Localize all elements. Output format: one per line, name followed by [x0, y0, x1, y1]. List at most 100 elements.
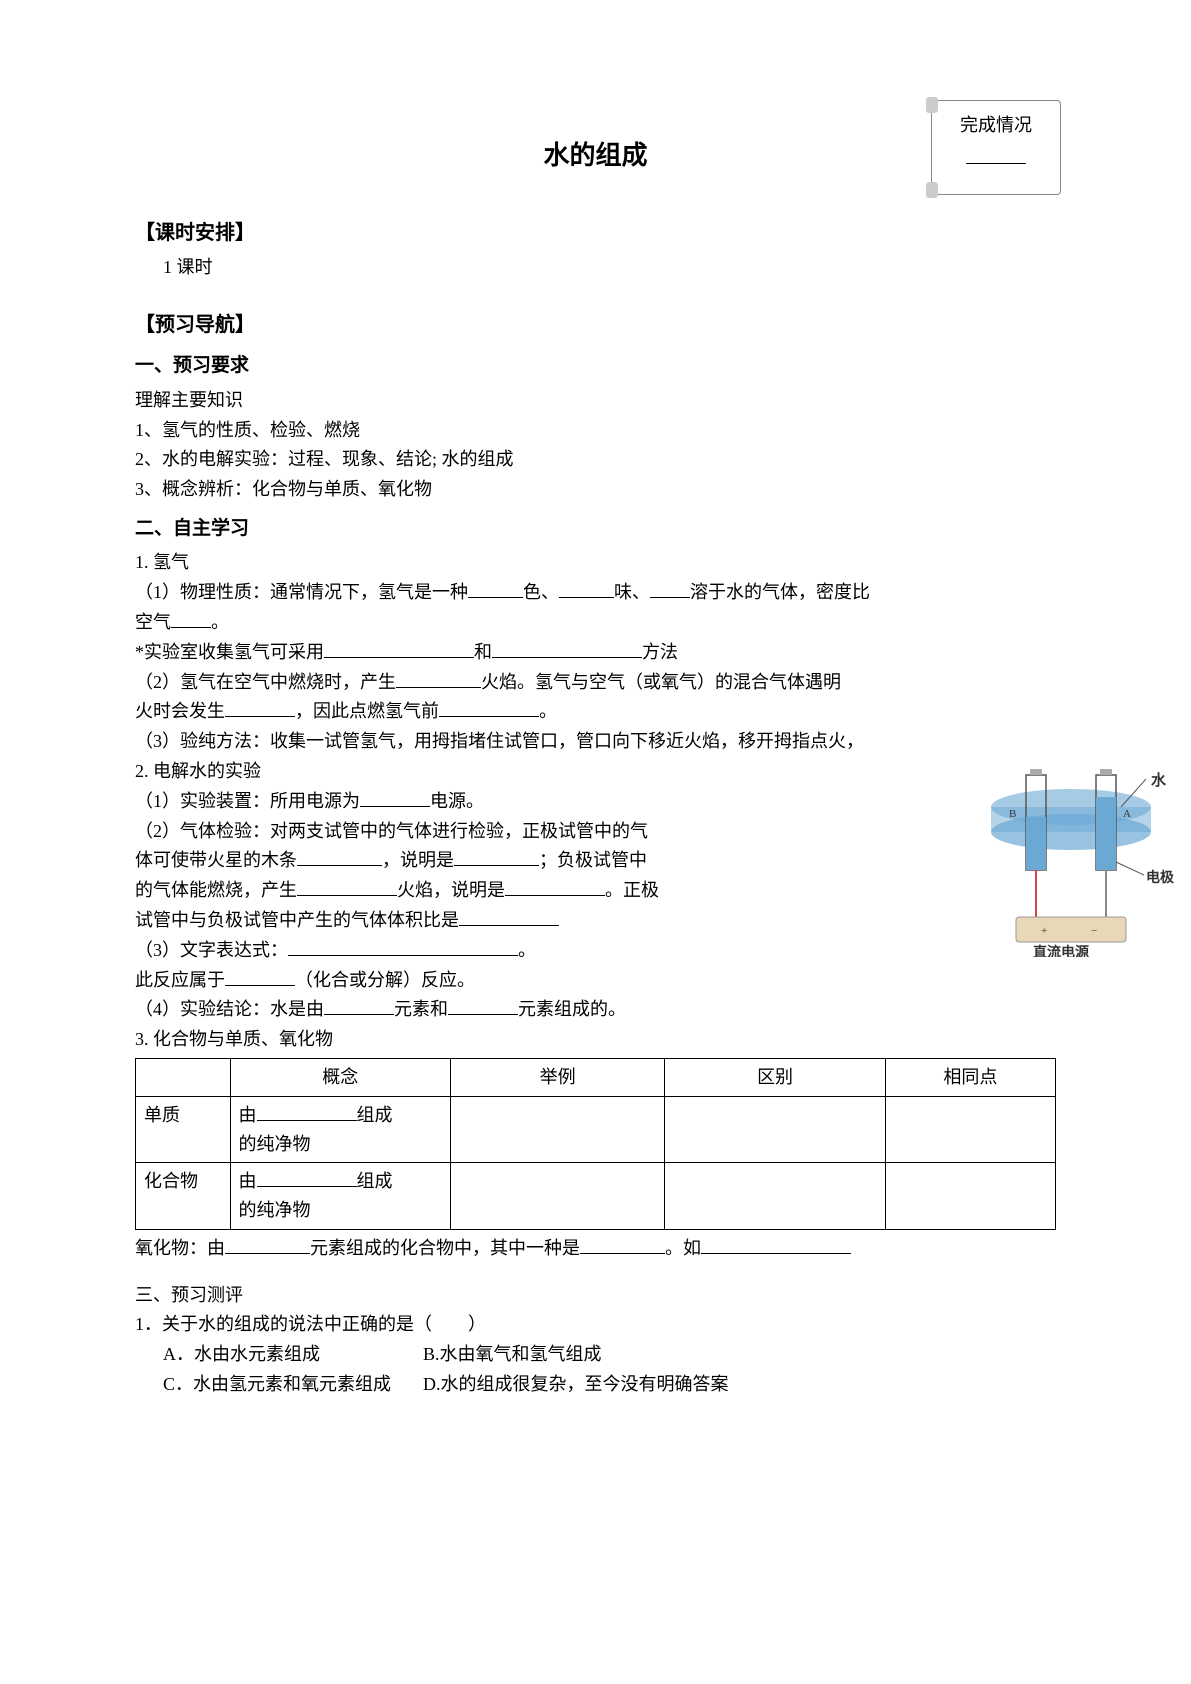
- text: （3）文字表达式：: [135, 940, 288, 960]
- blank: [454, 865, 539, 866]
- completion-box: 完成情况: [931, 100, 1061, 195]
- text: 火时会发生: [135, 701, 225, 721]
- oxide-line: 氧化物：由 元素组成的化合物中，其中一种是 。如: [135, 1234, 1056, 1263]
- th-blank: [136, 1058, 231, 1096]
- q1-option-d: D.水的组成很复杂，至今没有明确答案: [423, 1374, 729, 1394]
- text: 由: [239, 1105, 257, 1125]
- q1-option-c: C．水由氢元素和氧元素组成: [163, 1370, 423, 1399]
- text: 元素组成的化合物中，其中一种是: [310, 1238, 580, 1258]
- text: ；负极试管中: [539, 850, 647, 870]
- blank: [701, 1253, 851, 1254]
- blank: [257, 1120, 357, 1121]
- q1-options-row1: A．水由水元素组成B.水由氧气和氢气组成: [135, 1340, 1056, 1369]
- blank: [225, 1253, 310, 1254]
- text: 火焰，说明是: [397, 880, 505, 900]
- blank: [396, 687, 481, 688]
- self-study-header: 二、自主学习: [135, 514, 1056, 544]
- row2-same: [885, 1163, 1055, 1230]
- assessment-header: 三、预习测评: [135, 1281, 1056, 1310]
- q1-options-row2: C．水由氢元素和氧元素组成D.水的组成很复杂，至今没有明确答案: [135, 1370, 1056, 1399]
- blank: [559, 597, 614, 598]
- requirement-item-2: 2、水的电解实验：过程、现象、结论; 水的组成: [135, 445, 1056, 474]
- blank: [650, 597, 690, 598]
- blank: [459, 925, 559, 926]
- text: 。如: [665, 1238, 701, 1258]
- hydrogen-p4: （3）验纯方法：收集一试管氢气，用拇指堵住试管口，管口向下移近火焰，移开拇指点火…: [135, 727, 1056, 756]
- svg-text:电极: 电极: [1146, 869, 1175, 886]
- hydrogen-p3: （2）氢气在空气中燃烧时，产生火焰。氢气与空气（或氧气）的混合气体遇明: [135, 668, 1056, 697]
- blank: [448, 1014, 518, 1015]
- hydrogen-p1: （1）物理性质：通常情况下，氢气是一种色、味、溶于水的气体，密度比: [135, 578, 1056, 607]
- hydrogen-p3-line2: 火时会发生，因此点燃氢气前。: [135, 697, 1056, 726]
- row2-diff: [665, 1163, 886, 1230]
- blank: [257, 1186, 357, 1187]
- q1-stem: 1．关于水的组成的说法中正确的是（ ）: [135, 1310, 1056, 1339]
- text: 此反应属于: [135, 970, 225, 990]
- row1-diff: [665, 1096, 886, 1163]
- svg-text:−: −: [1091, 925, 1097, 937]
- row1-label: 单质: [136, 1096, 231, 1163]
- th-example: 举例: [451, 1058, 665, 1096]
- th-difference: 区别: [665, 1058, 886, 1096]
- schedule-content: 1 课时: [135, 253, 1056, 282]
- completion-label: 完成情况: [960, 115, 1032, 135]
- electrolysis-wrapper: + − B A 水 电极 直流电源 2. 电解水的实验 （1）实验装置：所用电源…: [135, 757, 1056, 1024]
- text: 体可使带火星的木条: [135, 850, 297, 870]
- text: 组成: [357, 1171, 393, 1191]
- text: （1）实验装置：所用电源为: [135, 791, 360, 811]
- page-title: 水的组成: [135, 100, 1056, 177]
- text: （1）物理性质：通常情况下，氢气是一种: [135, 582, 468, 602]
- text: 氧化物：由: [135, 1238, 225, 1258]
- svg-text:直流电源: 直流电源: [1033, 944, 1089, 957]
- text: 的纯净物: [239, 1134, 311, 1154]
- text: 火焰。氢气与空气（或氧气）的混合气体遇明: [481, 672, 841, 692]
- text: 。正极: [605, 880, 659, 900]
- electrolysis-title: 2. 电解水的实验: [135, 757, 1056, 786]
- svg-text:B: B: [1009, 808, 1016, 820]
- text: ，因此点燃氢气前: [295, 701, 439, 721]
- text: 空气: [135, 612, 171, 632]
- svg-text:A: A: [1123, 808, 1131, 820]
- completion-blank: [966, 146, 1026, 164]
- requirement-item-1: 1、氢气的性质、检验、燃烧: [135, 416, 1056, 445]
- blank: [439, 716, 539, 717]
- text: 由: [239, 1171, 257, 1191]
- text: 元素组成的。: [518, 999, 626, 1019]
- q1-option-a: A．水由水元素组成: [163, 1340, 423, 1369]
- row1-concept: 由组成的纯净物: [230, 1096, 451, 1163]
- scroll-decoration-top: [926, 97, 938, 113]
- electrolysis-diagram: + − B A 水 电极 直流电源: [941, 757, 1176, 957]
- hydrogen-title: 1. 氢气: [135, 548, 1056, 577]
- text: 。: [518, 940, 536, 960]
- section-schedule-header: 【课时安排】: [135, 217, 1056, 249]
- svg-text:+: +: [1041, 925, 1047, 937]
- text: （化合或分解）反应。: [295, 970, 475, 990]
- row1-same: [885, 1096, 1055, 1163]
- text: 。: [211, 612, 229, 632]
- elec-p5: （4）实验结论：水是由 元素和 元素组成的。: [135, 995, 1056, 1024]
- blank: [225, 716, 295, 717]
- requirement-item-3: 3、概念辨析：化合物与单质、氧化物: [135, 475, 1056, 504]
- row2-concept: 由组成的纯净物: [230, 1163, 451, 1230]
- text: 味、: [614, 582, 650, 602]
- svg-text:水: 水: [1151, 771, 1167, 789]
- blank: [580, 1253, 665, 1254]
- text: 方法: [642, 642, 678, 662]
- elec-p4: 此反应属于 （化合或分解）反应。: [135, 966, 1056, 995]
- text: 试管中与负极试管中产生的气体体积比是: [135, 910, 459, 930]
- header-row: 水的组成 完成情况: [135, 100, 1056, 177]
- text: 色、: [523, 582, 559, 602]
- requirements-intro: 理解主要知识: [135, 386, 1056, 415]
- blank: [288, 955, 518, 956]
- blank: [297, 895, 397, 896]
- text: 元素和: [394, 999, 448, 1019]
- table-row: 单质 由组成的纯净物: [136, 1096, 1056, 1163]
- text: ，说明是: [382, 850, 454, 870]
- elec-p2c: 的气体能燃烧，产生 火焰，说明是 。正极: [135, 876, 695, 905]
- concept-table: 概念 举例 区别 相同点 单质 由组成的纯净物 化合物 由组成的纯净物: [135, 1058, 1056, 1230]
- table-header-row: 概念 举例 区别 相同点: [136, 1058, 1056, 1096]
- elec-p2a: （2）气体检验：对两支试管中的气体进行检验，正极试管中的气: [135, 817, 695, 846]
- requirements-header: 一、预习要求: [135, 351, 1056, 381]
- text: 的气体能燃烧，产生: [135, 880, 297, 900]
- text: （4）实验结论：水是由: [135, 999, 324, 1019]
